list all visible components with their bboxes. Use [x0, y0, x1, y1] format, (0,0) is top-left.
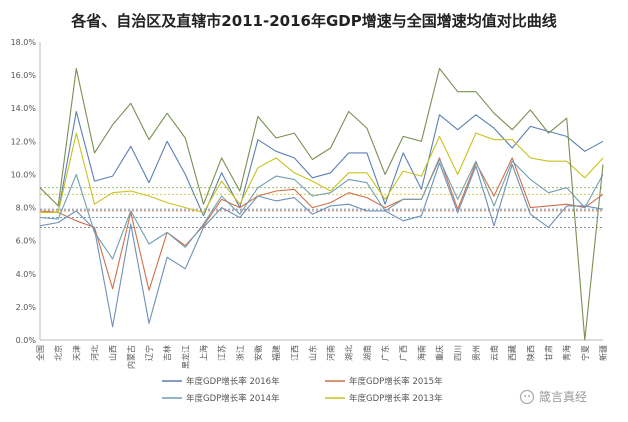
y-tick-label: 8.0%: [16, 204, 37, 213]
y-tick-labels: 0.0% 2.0% 4.0% 6.0% 8.0% 10.0% 12.0% 14.0% 16.0%…: [11, 38, 37, 345]
y-tick-label: 10.0%: [11, 170, 37, 179]
y-tick-label: 0.0%: [16, 336, 37, 345]
x-tick-label: 山东: [307, 345, 317, 361]
x-tick-label: 河南: [326, 345, 336, 361]
watermark: 箴言真经: [519, 389, 587, 405]
x-tick-label: 上海: [198, 345, 208, 361]
y-tick-label: 2.0%: [16, 303, 37, 312]
x-tick-label: 西藏: [507, 345, 517, 361]
x-tick-label: 湖北: [345, 345, 354, 361]
series-line-6: [39, 162, 604, 328]
x-tick-label: 北京: [53, 345, 63, 361]
series-line-5: [39, 67, 604, 341]
x-tick-label: 江西: [290, 345, 299, 361]
y-tick-label: 16.0%: [11, 71, 37, 80]
x-tick-label: 广西: [398, 345, 408, 361]
x-tick-label: 广东: [380, 345, 390, 361]
x-tick-label: 云南: [489, 345, 499, 361]
x-tick-label: 四川: [454, 345, 463, 361]
y-tick-label: 14.0%: [11, 104, 37, 113]
y-tick-label: 12.0%: [11, 137, 37, 146]
x-tick-label: 江苏: [217, 345, 227, 361]
series-line-1: [40, 110, 604, 217]
watermark-text: 箴言真经: [539, 390, 587, 404]
x-tick-label: 山西: [108, 345, 118, 361]
x-tick-label: 新疆: [598, 345, 608, 361]
series-line-4: [40, 132, 604, 214]
x-tick-label: 湖南: [362, 345, 372, 361]
x-tick-label: 青海: [562, 345, 572, 361]
x-tick-label: 全国: [35, 345, 45, 361]
x-tick-label: 陕西: [525, 345, 535, 361]
x-tick-label: 安徽: [253, 345, 263, 361]
x-tick-label: 贵州: [471, 345, 481, 361]
x-tick-label: 宁夏: [580, 345, 590, 361]
legend-label: 年度GDP增长率 2013年: [349, 393, 443, 404]
series-line-3: [39, 158, 604, 260]
y-tick-label: 18.0%: [11, 38, 37, 47]
x-tick-labels: 全国 北京 天津 河北 山西 内蒙古 辽宁 吉林 黑龙江 上海 江苏 浙江 安徽 福建 江西 山东 河南 湖北 湖南…: [35, 345, 608, 369]
x-tick-label: 内蒙古: [126, 345, 136, 369]
legend-label: 年度GDP增长率 2015年: [349, 376, 443, 387]
y-tick-label: 6.0%: [16, 237, 37, 246]
x-tick-label: 河北: [89, 345, 99, 361]
x-tick-label: 吉林: [162, 345, 172, 361]
x-tick-label: 甘肃: [544, 345, 554, 361]
reference-lines: [40, 187, 603, 228]
y-tick-label: 4.0%: [16, 270, 37, 279]
x-tick-label: 重庆: [435, 345, 445, 361]
x-tick-label: 海南: [416, 345, 426, 361]
series-lines: [39, 67, 604, 341]
legend-label: 年度GDP增长率 2016年: [186, 376, 280, 387]
chart-title: 各省、自治区及直辖市2011-2016年GDP增速与全国增速均值对比曲线: [70, 12, 556, 30]
x-tick-label: 黑龙江: [180, 345, 190, 369]
series-line-2: [39, 157, 604, 291]
x-tick-label: 福建: [271, 345, 281, 361]
x-tick-label: 浙江: [235, 345, 245, 361]
legend-label: 年度GDP增长率 2014年: [186, 393, 280, 404]
wechat-icon: [519, 389, 535, 405]
x-tick-label: 辽宁: [144, 345, 154, 361]
x-tick-label: 天津: [71, 345, 81, 361]
